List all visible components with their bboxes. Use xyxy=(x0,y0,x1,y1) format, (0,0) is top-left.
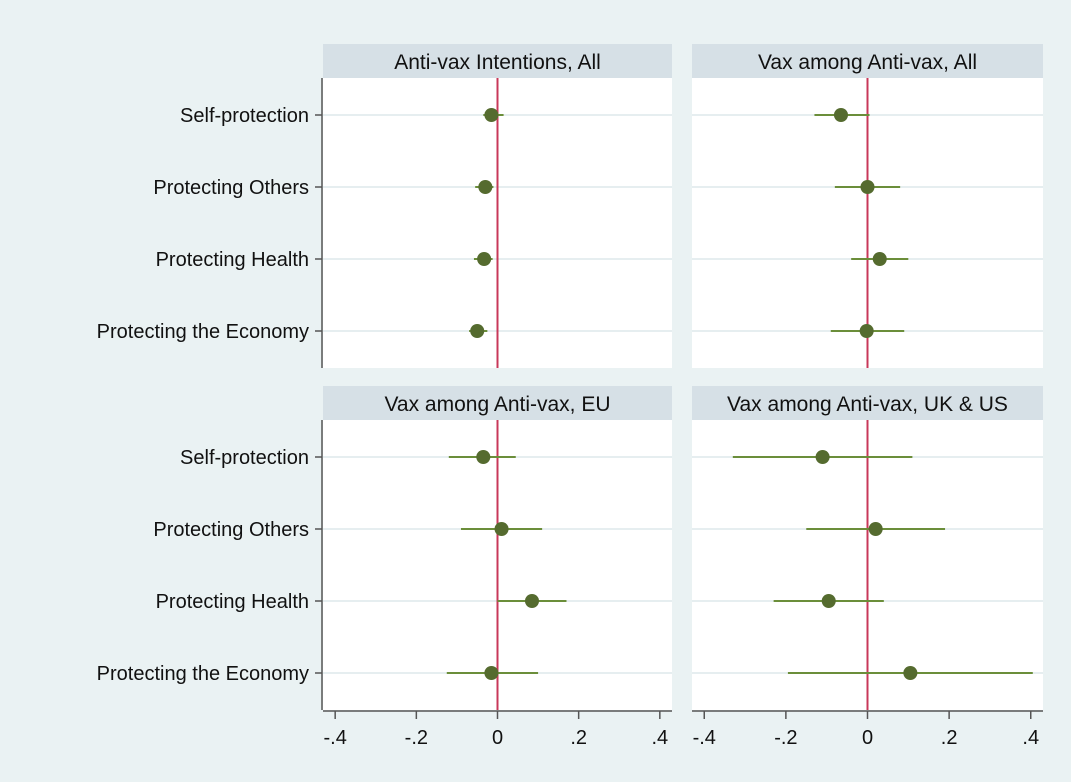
point-estimate xyxy=(868,522,883,536)
panel-4: Vax among Anti-vax, UK & US -.4 -.2 0 .2 .4 xyxy=(692,386,1043,749)
point-estimate xyxy=(477,252,492,266)
point-estimate xyxy=(470,324,485,338)
x-tick-label: .2 xyxy=(570,727,587,749)
x-tick-label: -.4 xyxy=(324,727,347,749)
panel-title: Anti-vax Intentions, All xyxy=(394,51,601,74)
point-estimate xyxy=(494,522,509,536)
x-tick-label: -.4 xyxy=(693,727,716,749)
category-label: Protecting Others xyxy=(153,519,309,541)
panel-title: Vax among Anti-vax, All xyxy=(758,51,977,74)
point-estimate xyxy=(859,324,874,338)
x-tick-label: .4 xyxy=(651,727,668,749)
point-estimate xyxy=(860,180,875,194)
panel-title-band xyxy=(323,386,672,420)
x-tick-label: 0 xyxy=(492,727,503,749)
point-estimate xyxy=(833,108,848,122)
category-label: Self-protection xyxy=(180,447,309,469)
panel-3: Vax among Anti-vax, EU Self-protection Pro… xyxy=(97,386,672,749)
category-label: Protecting Health xyxy=(156,249,309,271)
point-estimate xyxy=(478,180,493,194)
panel-title-band xyxy=(323,44,672,78)
panel-1: Anti-vax Intentions, All Self-protection P… xyxy=(97,44,672,368)
point-estimate xyxy=(484,666,499,680)
point-estimate xyxy=(815,450,830,464)
point-estimate xyxy=(476,450,491,464)
panel-2: Vax among Anti-vax, All xyxy=(692,44,1043,368)
category-label: Protecting Others xyxy=(153,177,309,199)
category-label: Protecting the Economy xyxy=(97,321,309,343)
panel-title-band xyxy=(692,44,1043,78)
category-label: Protecting the Economy xyxy=(97,663,309,685)
point-estimate xyxy=(872,252,887,266)
x-tick-label: -.2 xyxy=(405,727,428,749)
x-tick-label: -.2 xyxy=(774,727,797,749)
category-label: Self-protection xyxy=(180,105,309,127)
panel-title: Vax among Anti-vax, EU xyxy=(384,393,610,416)
x-tick-label: 0 xyxy=(862,727,873,749)
x-tick-label: .2 xyxy=(941,727,958,749)
point-estimate xyxy=(524,594,539,608)
point-estimate xyxy=(484,108,499,122)
category-label: Protecting Health xyxy=(156,591,309,613)
panel-title-band xyxy=(692,386,1043,420)
x-tick-label: .4 xyxy=(1022,727,1039,749)
point-estimate xyxy=(821,594,836,608)
panel-title: Vax among Anti-vax, UK & US xyxy=(727,393,1008,416)
point-estimate xyxy=(903,666,918,680)
